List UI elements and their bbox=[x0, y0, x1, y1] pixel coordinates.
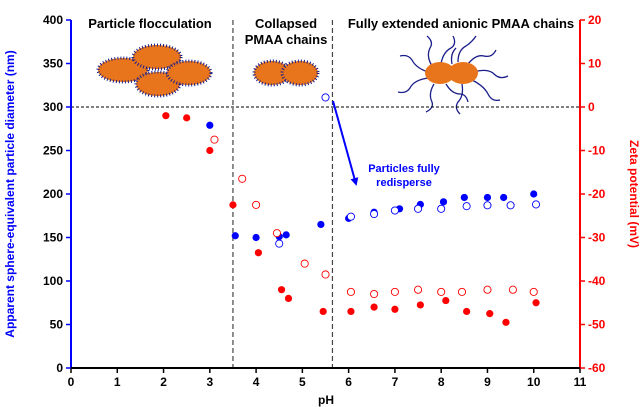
diameter-point-open bbox=[483, 201, 492, 210]
x-tick-label: 2 bbox=[160, 375, 167, 389]
region-label-flocculation: Particle flocculation bbox=[88, 16, 212, 31]
zeta-point-filled bbox=[254, 249, 263, 257]
zeta-point-open bbox=[370, 289, 379, 299]
zeta-point-filled bbox=[391, 305, 399, 313]
diameter-point-filled bbox=[483, 193, 492, 202]
diameter-point-filled bbox=[252, 233, 260, 242]
x-tick-label: 3 bbox=[206, 375, 213, 389]
right-y-tick-label: -40 bbox=[588, 274, 606, 288]
zeta-point-open bbox=[300, 259, 309, 268]
diameter-point-open bbox=[275, 239, 284, 248]
diameter-point-filled bbox=[500, 193, 508, 202]
left-y-tick-label: 350 bbox=[43, 57, 63, 71]
diameter-point-open bbox=[531, 200, 541, 209]
left-y-axis-title: Apparent sphere-equivalent particle diam… bbox=[3, 50, 17, 337]
zeta-point-filled bbox=[347, 307, 355, 316]
zeta-point-filled bbox=[162, 112, 170, 120]
diameter-point-filled bbox=[282, 231, 290, 239]
right-y-axis-title: Zeta potential (mV) bbox=[627, 140, 641, 248]
zeta-point-open bbox=[437, 287, 446, 296]
x-tick-label: 4 bbox=[253, 375, 260, 389]
left-y-tick-label: 100 bbox=[43, 274, 63, 288]
diameter-point-filled bbox=[317, 220, 325, 229]
zeta-point-open bbox=[508, 285, 517, 294]
diameter-point-open bbox=[462, 202, 471, 211]
diameter-point-open bbox=[413, 204, 423, 213]
data-points bbox=[162, 93, 541, 326]
x-tick-label: 8 bbox=[438, 375, 445, 389]
right-y-tick-label: 10 bbox=[588, 57, 602, 71]
zeta-point-filled bbox=[183, 114, 191, 122]
right-y-tick-label: 0 bbox=[588, 100, 595, 114]
flocculated-particles-illustration bbox=[96, 43, 213, 98]
annotation-line-2: redisperse bbox=[376, 177, 432, 189]
zeta-point-open bbox=[272, 229, 281, 238]
left-y-tick-label: 300 bbox=[43, 100, 63, 114]
left-y-tick-label: 400 bbox=[43, 13, 63, 27]
annotation-line-1: Particles fully bbox=[368, 163, 440, 175]
zeta-point-open bbox=[529, 287, 538, 296]
left-y-tick-label: 250 bbox=[43, 144, 63, 158]
right-y-tick-label: -30 bbox=[588, 231, 606, 245]
zeta-point-open bbox=[390, 287, 399, 296]
annotation-arrow bbox=[332, 100, 359, 186]
x-tick-label: 1 bbox=[114, 375, 121, 389]
x-tick-label: 11 bbox=[574, 375, 587, 389]
right-y-tick-label: -20 bbox=[588, 187, 606, 201]
zeta-point-open bbox=[483, 285, 492, 294]
zeta-point-filled bbox=[370, 303, 378, 311]
zeta-point-filled bbox=[442, 296, 450, 305]
zeta-point-open bbox=[252, 200, 261, 209]
x-tick-label: 0 bbox=[68, 375, 75, 389]
zeta-point-filled bbox=[284, 294, 293, 302]
zeta-point-filled bbox=[486, 310, 494, 318]
zeta-point-open bbox=[210, 135, 219, 144]
axis-ticks: 0 1 2 3 4 5 6 7 8 9 10 11050100150200250300350400-6… bbox=[43, 13, 606, 389]
right-y-tick-label: -60 bbox=[588, 361, 606, 375]
zeta-point-filled bbox=[206, 146, 214, 155]
zeta-point-filled bbox=[277, 286, 286, 294]
diameter-point-filled bbox=[231, 232, 239, 240]
diameter-point-filled bbox=[439, 198, 448, 206]
diameter-point-filled bbox=[530, 190, 538, 198]
right-y-tick-label: -50 bbox=[588, 318, 606, 332]
region-label-extended: Fully extended anionic PMAA chains bbox=[348, 16, 574, 31]
region-label-collapsed: Collapsed bbox=[255, 16, 317, 31]
x-tick-label: 9 bbox=[484, 375, 491, 389]
diameter-point-open bbox=[437, 204, 446, 213]
x-tick-label: 5 bbox=[299, 375, 306, 389]
left-y-tick-label: 50 bbox=[50, 318, 64, 332]
zeta-point-filled bbox=[502, 318, 510, 326]
left-y-tick-label: 150 bbox=[43, 231, 63, 245]
zeta-point-filled bbox=[463, 307, 471, 316]
zeta-point-open bbox=[321, 270, 330, 279]
diameter-point-open bbox=[390, 206, 399, 215]
zeta-point-open bbox=[413, 285, 423, 294]
zeta-point-filled bbox=[319, 307, 327, 316]
extended-particle-illustration bbox=[397, 35, 509, 115]
left-y-tick-label: 0 bbox=[56, 361, 63, 375]
right-y-tick-label: -10 bbox=[588, 144, 606, 158]
zeta-point-open bbox=[457, 287, 467, 296]
zeta-point-filled bbox=[229, 201, 237, 209]
x-tick-label: 6 bbox=[345, 375, 352, 389]
diameter-point-open bbox=[321, 93, 330, 102]
diameter-point-open bbox=[506, 201, 515, 210]
zeta-point-filled bbox=[532, 299, 540, 307]
zeta-point-open bbox=[238, 174, 247, 183]
zeta-point-open bbox=[346, 287, 356, 296]
region-label-pmaa-chains: PMAA chains bbox=[245, 32, 328, 47]
diameter-point-open bbox=[370, 209, 379, 219]
diameter-point-open bbox=[346, 212, 356, 221]
x-tick-label: 10 bbox=[527, 375, 541, 389]
x-axis-title: pH bbox=[318, 393, 334, 407]
collapsed-particle-illustration bbox=[252, 59, 320, 87]
x-tick-label: 7 bbox=[392, 375, 399, 389]
left-y-tick-label: 200 bbox=[43, 187, 63, 201]
diameter-point-filled bbox=[460, 193, 468, 202]
zeta-point-filled bbox=[416, 301, 424, 309]
right-y-tick-label: 20 bbox=[588, 13, 602, 27]
diameter-point-filled bbox=[206, 121, 214, 129]
